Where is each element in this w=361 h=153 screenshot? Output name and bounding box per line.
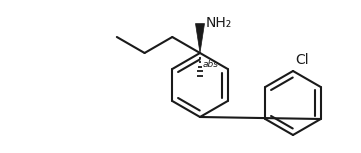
Text: abs: abs xyxy=(203,60,219,69)
Text: NH₂: NH₂ xyxy=(205,16,232,30)
Polygon shape xyxy=(196,24,204,53)
Text: Cl: Cl xyxy=(295,53,309,67)
